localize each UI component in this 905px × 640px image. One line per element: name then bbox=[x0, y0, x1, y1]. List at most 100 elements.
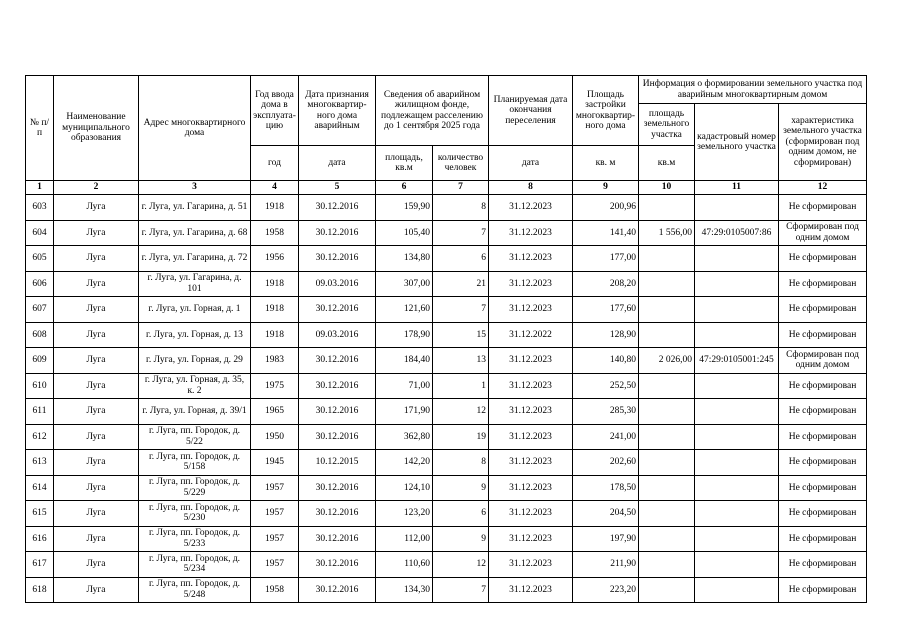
table-cell: Луга bbox=[53, 296, 139, 323]
table-cell: 31.12.2023 bbox=[488, 449, 573, 476]
table-cell: 609 bbox=[25, 347, 54, 374]
table-cell: г. Луга, ул. Горная, д. 29 bbox=[138, 347, 251, 374]
table-row: 613 Луга г. Луга, пп. Городок, д. 5/158 194… bbox=[25, 449, 868, 476]
column-number: 3 bbox=[138, 180, 251, 195]
column-number: 8 bbox=[488, 180, 573, 195]
table-cell: 30.12.2016 bbox=[298, 194, 376, 221]
table-cell: Не сформирован bbox=[777, 270, 868, 297]
table-cell: 31.12.2023 bbox=[488, 551, 573, 578]
header-unit: год bbox=[250, 145, 299, 181]
header-cell: Дата признания многоквартир-ного дома ав… bbox=[298, 75, 376, 146]
header-unit: дата bbox=[298, 145, 376, 181]
table-cell bbox=[638, 500, 695, 527]
table-cell: 1 bbox=[432, 372, 489, 399]
table-cell: Не сформирован bbox=[777, 321, 868, 348]
table-cell bbox=[694, 500, 779, 527]
table-cell: 31.12.2023 bbox=[488, 525, 573, 552]
table-cell: 618 bbox=[25, 576, 54, 603]
table-cell: 134,80 bbox=[375, 245, 433, 272]
table-cell: Луга bbox=[53, 347, 139, 374]
table-cell: 30.12.2016 bbox=[298, 372, 376, 399]
table-cell: 31.12.2023 bbox=[488, 270, 573, 297]
table-cell: 1918 bbox=[250, 194, 299, 221]
table-cell: 159,90 bbox=[375, 194, 433, 221]
table-row: 603 Луга г. Луга, ул. Гагарина, д. 51 1918 3… bbox=[25, 194, 868, 221]
table-cell: 6 bbox=[432, 245, 489, 272]
table-cell: Не сформирован bbox=[777, 449, 868, 476]
column-number: 2 bbox=[53, 180, 139, 195]
table-cell: Луга bbox=[53, 551, 139, 578]
table-cell: Не сформирован bbox=[777, 551, 868, 578]
table-cell bbox=[694, 296, 779, 323]
table-cell: 30.12.2016 bbox=[298, 219, 376, 246]
table-cell: 607 bbox=[25, 296, 54, 323]
table-row: 614 Луга г. Луга, пп. Городок, д. 5/229 195… bbox=[25, 474, 868, 501]
header-cell: кадастровый номер земельного участка bbox=[694, 103, 779, 181]
table-cell: 1950 bbox=[250, 423, 299, 450]
table-cell: Луга bbox=[53, 449, 139, 476]
table-cell: 31.12.2023 bbox=[488, 372, 573, 399]
table-cell: 124,10 bbox=[375, 474, 433, 501]
table-cell: г. Луга, ул. Гагарина, д. 68 bbox=[138, 219, 251, 246]
table-cell: Луга bbox=[53, 194, 139, 221]
table-cell bbox=[638, 551, 695, 578]
table-cell: Не сформирован bbox=[777, 525, 868, 552]
table-cell: г. Луга, ул. Гагарина, д. 101 bbox=[138, 270, 251, 297]
table-cell: 171,90 bbox=[375, 398, 433, 425]
table-cell bbox=[638, 321, 695, 348]
table-cell: 617 bbox=[25, 551, 54, 578]
table-cell: 30.12.2016 bbox=[298, 500, 376, 527]
table-row: 609 Луга г. Луга, ул. Горная, д. 29 1983 30.… bbox=[25, 347, 868, 374]
table-cell bbox=[694, 525, 779, 552]
table-cell: 202,60 bbox=[572, 449, 639, 476]
table-cell bbox=[638, 270, 695, 297]
table-cell: Не сформирован bbox=[777, 423, 868, 450]
table-cell: Луга bbox=[53, 372, 139, 399]
table-cell: 1918 bbox=[250, 296, 299, 323]
table-row: 615 Луга г. Луга, пп. Городок, д. 5/230 195… bbox=[25, 500, 868, 527]
table-cell: 31.12.2023 bbox=[488, 219, 573, 246]
column-number: 7 bbox=[432, 180, 489, 195]
table-cell: 614 bbox=[25, 474, 54, 501]
table-cell: 606 bbox=[25, 270, 54, 297]
table-cell: 1983 bbox=[250, 347, 299, 374]
table-row: 617 Луга г. Луга, пп. Городок, д. 5/234 195… bbox=[25, 551, 868, 578]
table-cell: 21 bbox=[432, 270, 489, 297]
table-cell: 31.12.2023 bbox=[488, 500, 573, 527]
table-cell: 1956 bbox=[250, 245, 299, 272]
table-cell: 13 bbox=[432, 347, 489, 374]
table-cell bbox=[638, 296, 695, 323]
table-cell: 6 bbox=[432, 500, 489, 527]
table-cell: 1 556,00 bbox=[638, 219, 695, 246]
header-cell: Наименование муниципального образования bbox=[53, 75, 139, 181]
table-cell: 2 026,00 bbox=[638, 347, 695, 374]
column-number: 10 bbox=[638, 180, 695, 195]
table-cell: 19 bbox=[432, 423, 489, 450]
table-cell: 1957 bbox=[250, 551, 299, 578]
table-cell: 10.12.2015 bbox=[298, 449, 376, 476]
column-number: 9 bbox=[572, 180, 639, 195]
table-cell: г. Луга, пп. Городок, д. 5/248 bbox=[138, 576, 251, 603]
table-cell: 177,60 bbox=[572, 296, 639, 323]
header-unit: дата bbox=[488, 145, 573, 181]
table-cell: 1975 bbox=[250, 372, 299, 399]
table-cell bbox=[638, 372, 695, 399]
table-cell: 15 bbox=[432, 321, 489, 348]
table-cell: Не сформирован bbox=[777, 500, 868, 527]
table-cell: 1957 bbox=[250, 474, 299, 501]
table-cell: 608 bbox=[25, 321, 54, 348]
table-row: 612 Луга г. Луга, пп. Городок, д. 5/22 1950… bbox=[25, 423, 868, 450]
table-cell: 9 bbox=[432, 525, 489, 552]
header-cell: характеристика земельного участка (сформ… bbox=[777, 103, 868, 181]
table-cell: 613 bbox=[25, 449, 54, 476]
table-cell: 47:29:0105001:245 bbox=[694, 347, 779, 374]
housing-table: № п/п Наименование муниципального образо… bbox=[25, 75, 868, 603]
table-cell: 30.12.2016 bbox=[298, 576, 376, 603]
table-cell: 615 bbox=[25, 500, 54, 527]
table-cell: 223,20 bbox=[572, 576, 639, 603]
table-cell: 30.12.2016 bbox=[298, 423, 376, 450]
table-cell: 1958 bbox=[250, 219, 299, 246]
table-cell: 616 bbox=[25, 525, 54, 552]
header-cell: площадь земельного участка bbox=[638, 103, 695, 146]
